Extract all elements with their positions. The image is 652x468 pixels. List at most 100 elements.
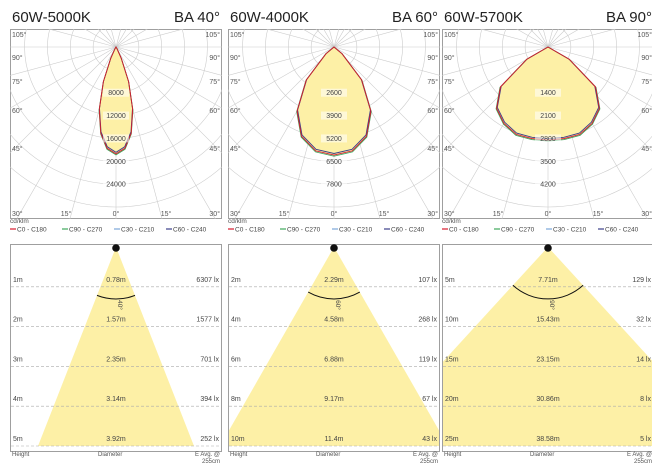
height-label: 1m: [13, 277, 23, 284]
footer-diameter-label: Diameter: [98, 452, 123, 458]
angle-label-bottom: 15°: [379, 210, 390, 218]
beam-arc-label: 60°: [334, 300, 342, 310]
beam-angle-label: BA 40°: [173, 9, 220, 26]
radial-tick-label: 3900: [326, 113, 342, 120]
unit-label: cd/klm: [442, 218, 461, 225]
height-label: 10m: [445, 317, 459, 324]
beam-angle-label: BA 90°: [605, 9, 652, 26]
photometric-panel: 60W-5700K BA 90° 1400 2100 2800 3500 4200 105…: [442, 0, 652, 468]
radial-tick-label: 12000: [106, 113, 126, 120]
diameter-label: 0.78m: [106, 277, 126, 284]
radial-tick-label: 24000: [106, 182, 126, 189]
angle-label-right: 75°: [427, 78, 438, 86]
illuminance-label: 107 lx: [418, 277, 437, 284]
legend-entry: C0 - C180: [17, 227, 47, 234]
legend-entry: C60 - C240: [173, 227, 207, 234]
diameter-label: 3.92m: [106, 436, 126, 443]
angle-label-left: 45°: [12, 145, 23, 153]
legend-entry: C90 - C270: [287, 227, 321, 234]
curve-fill: [99, 47, 133, 154]
legend-entry: C30 - C210: [339, 227, 373, 234]
illuminance-label: 394 lx: [200, 396, 219, 403]
angle-label-right: 45°: [209, 145, 220, 153]
light-source-dot: [330, 244, 338, 252]
tick-label-bg: [103, 180, 129, 189]
grid-ray: [10, 46, 117, 109]
grid-ray: [228, 46, 335, 109]
radial-tick-label: 8000: [108, 90, 124, 97]
angle-label-right: 75°: [641, 78, 652, 86]
diameter-label: 15.43m: [536, 317, 560, 324]
illuminance-label: 268 lx: [418, 317, 437, 324]
legend-entry: C90 - C270: [501, 227, 535, 234]
illuminance-label: 8 lx: [640, 396, 651, 403]
illuminance-label: 43 lx: [422, 436, 437, 443]
illuminance-label: 14 lx: [636, 356, 651, 363]
footer-height-label: Height: [12, 452, 30, 458]
grid-ray: [228, 46, 335, 76]
photometric-panel: 60W-5000K BA 40° 8000 12000 16000 20000 2400…: [10, 0, 222, 468]
angle-label-left: 90°: [230, 54, 241, 62]
angle-label-bottom: 30°: [230, 210, 241, 218]
radial-tick-label: 2100: [540, 113, 556, 120]
grid-ray: [333, 46, 440, 76]
angle-label-bottom: 30°: [427, 210, 438, 218]
height-label: 25m: [445, 436, 459, 443]
angle-label-left: 75°: [444, 78, 455, 86]
illuminance-label: 129 lx: [632, 277, 651, 284]
angle-label-left: 90°: [12, 54, 23, 62]
diameter-label: 3.14m: [106, 396, 126, 403]
footer-eavg-label: E Avg. @ 255cm: [627, 452, 652, 465]
angle-label-left: 105°: [12, 31, 27, 39]
diameter-label: 2.29m: [324, 277, 344, 284]
height-label: 2m: [231, 277, 241, 284]
grid-ray: [47, 29, 117, 48]
tick-label-bg: [103, 88, 129, 97]
light-cone: [443, 247, 652, 446]
height-label: 6m: [231, 356, 241, 363]
curve-fill: [297, 47, 371, 156]
radial-tick-label: 5200: [326, 136, 342, 143]
angle-label-bottom: 30°: [444, 210, 455, 218]
angle-label-right: 90°: [641, 54, 652, 62]
radial-tick-label: 20000: [106, 159, 126, 166]
legend: cd/klm C0 - C180 C90 - C270 C30 - C210 C60 -…: [442, 218, 639, 234]
radial-tick-label: 1400: [540, 90, 556, 97]
diameter-label: 2.35m: [106, 356, 126, 363]
diameter-label: 9.17m: [324, 396, 344, 403]
tick-label-bg: [103, 134, 129, 143]
diameter-label: 38.58m: [536, 436, 560, 443]
radial-tick-label: 7800: [326, 182, 342, 189]
cone-chart: 1m 0.78m 6307 lx 2m 1.57m 1577 lx 3m 2.35m 701 l…: [10, 244, 222, 452]
height-label: 5m: [13, 436, 23, 443]
footer-eavg-label: E Avg. @ 255cm: [413, 452, 438, 465]
grid-ray: [547, 46, 652, 76]
curve-c0-c180: [98, 46, 134, 155]
diameter-label: 6.88m: [324, 356, 344, 363]
illuminance-label: 6307 lx: [196, 277, 219, 284]
radial-tick-label: 6500: [326, 159, 342, 166]
legend-entry: C30 - C210: [121, 227, 155, 234]
angle-label-left: 45°: [230, 145, 241, 153]
cone-chart: 2m 2.29m 107 lx 4m 4.58m 268 lx 6m 6.88m 119 lx 8…: [228, 244, 440, 452]
unit-label: cd/klm: [228, 218, 247, 225]
grid-ray: [115, 46, 222, 76]
illuminance-label: 119 lx: [419, 356, 438, 363]
angle-label-right: 60°: [641, 107, 652, 115]
curve-c0-c180: [296, 46, 372, 156]
legend-entry: C60 - C240: [391, 227, 425, 234]
angle-label-bottom: 15°: [279, 210, 290, 218]
angle-label-right: 90°: [427, 54, 438, 62]
tick-label-bg: [321, 134, 347, 143]
legend-entry: C60 - C240: [605, 227, 639, 234]
angle-label-bottom: 0°: [113, 210, 120, 218]
grid-ray: [479, 29, 549, 48]
cone-chart: 5m 7.71m 129 lx 10m 15.43m 32 lx 15m 23.15m 14 l…: [442, 244, 652, 452]
grid-ray: [10, 46, 117, 154]
height-label: 2m: [13, 317, 23, 324]
angle-label-right: 60°: [427, 107, 438, 115]
angle-label-bottom: 30°: [641, 210, 652, 218]
beam-arc-label: 40°: [116, 300, 124, 310]
tick-label-bg: [321, 180, 347, 189]
height-label: 3m: [13, 356, 23, 363]
